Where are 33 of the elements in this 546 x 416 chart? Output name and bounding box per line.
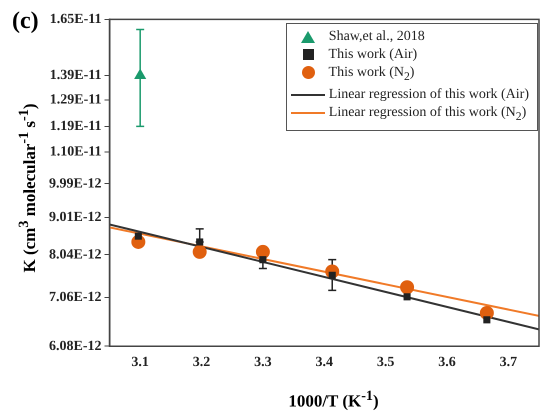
x-tick-label: 3.4 (316, 355, 333, 370)
y-tick-label: 7.06E-12 (49, 290, 102, 305)
y-tick-label: 1.65E-11 (50, 12, 102, 28)
y-tick-label: 9.01E-12 (49, 210, 102, 226)
y-tick-label: 1.10E-11 (50, 144, 102, 160)
x-tick-label: 3.7 (500, 355, 518, 370)
point (259, 256, 266, 264)
y-tick-label: 1.39E-11 (50, 68, 102, 84)
legend-label: This work (Air) (328, 47, 418, 62)
point (134, 232, 142, 240)
point (134, 68, 146, 80)
point (196, 238, 204, 246)
legend-label: Linear regression of this work (Air) (328, 86, 529, 102)
x-tick-label: 3.1 (131, 355, 149, 370)
legend-label: Shaw,et al., 2018 (328, 29, 425, 44)
legend-label: Linear regression of this work (N$_{2}$) (328, 104, 526, 123)
x-axis-title: 1000/T (K$^{-1}$) (287, 388, 380, 412)
y-tick-label: 1.29E-11 (50, 92, 102, 108)
y-tick-label: 9.99E-12 (49, 176, 102, 192)
y-tick-label: 1.19E-11 (50, 118, 102, 134)
point (400, 280, 414, 294)
point (192, 244, 207, 259)
x-tick-label: 3.2 (192, 355, 210, 370)
y-tick-label: 6.08E-12 (49, 338, 102, 354)
chart-title: (c) (12, 8, 39, 35)
point (483, 316, 490, 324)
x-tick-label: 3.6 (438, 355, 456, 370)
x-tick-label: 3.5 (376, 355, 394, 370)
legend-label: This work (N$_{2}$) (328, 65, 414, 83)
point (404, 293, 411, 300)
point (328, 272, 336, 279)
x-tick-label: 3.3 (254, 355, 272, 370)
y-tick-label: 8.04E-12 (49, 247, 102, 262)
